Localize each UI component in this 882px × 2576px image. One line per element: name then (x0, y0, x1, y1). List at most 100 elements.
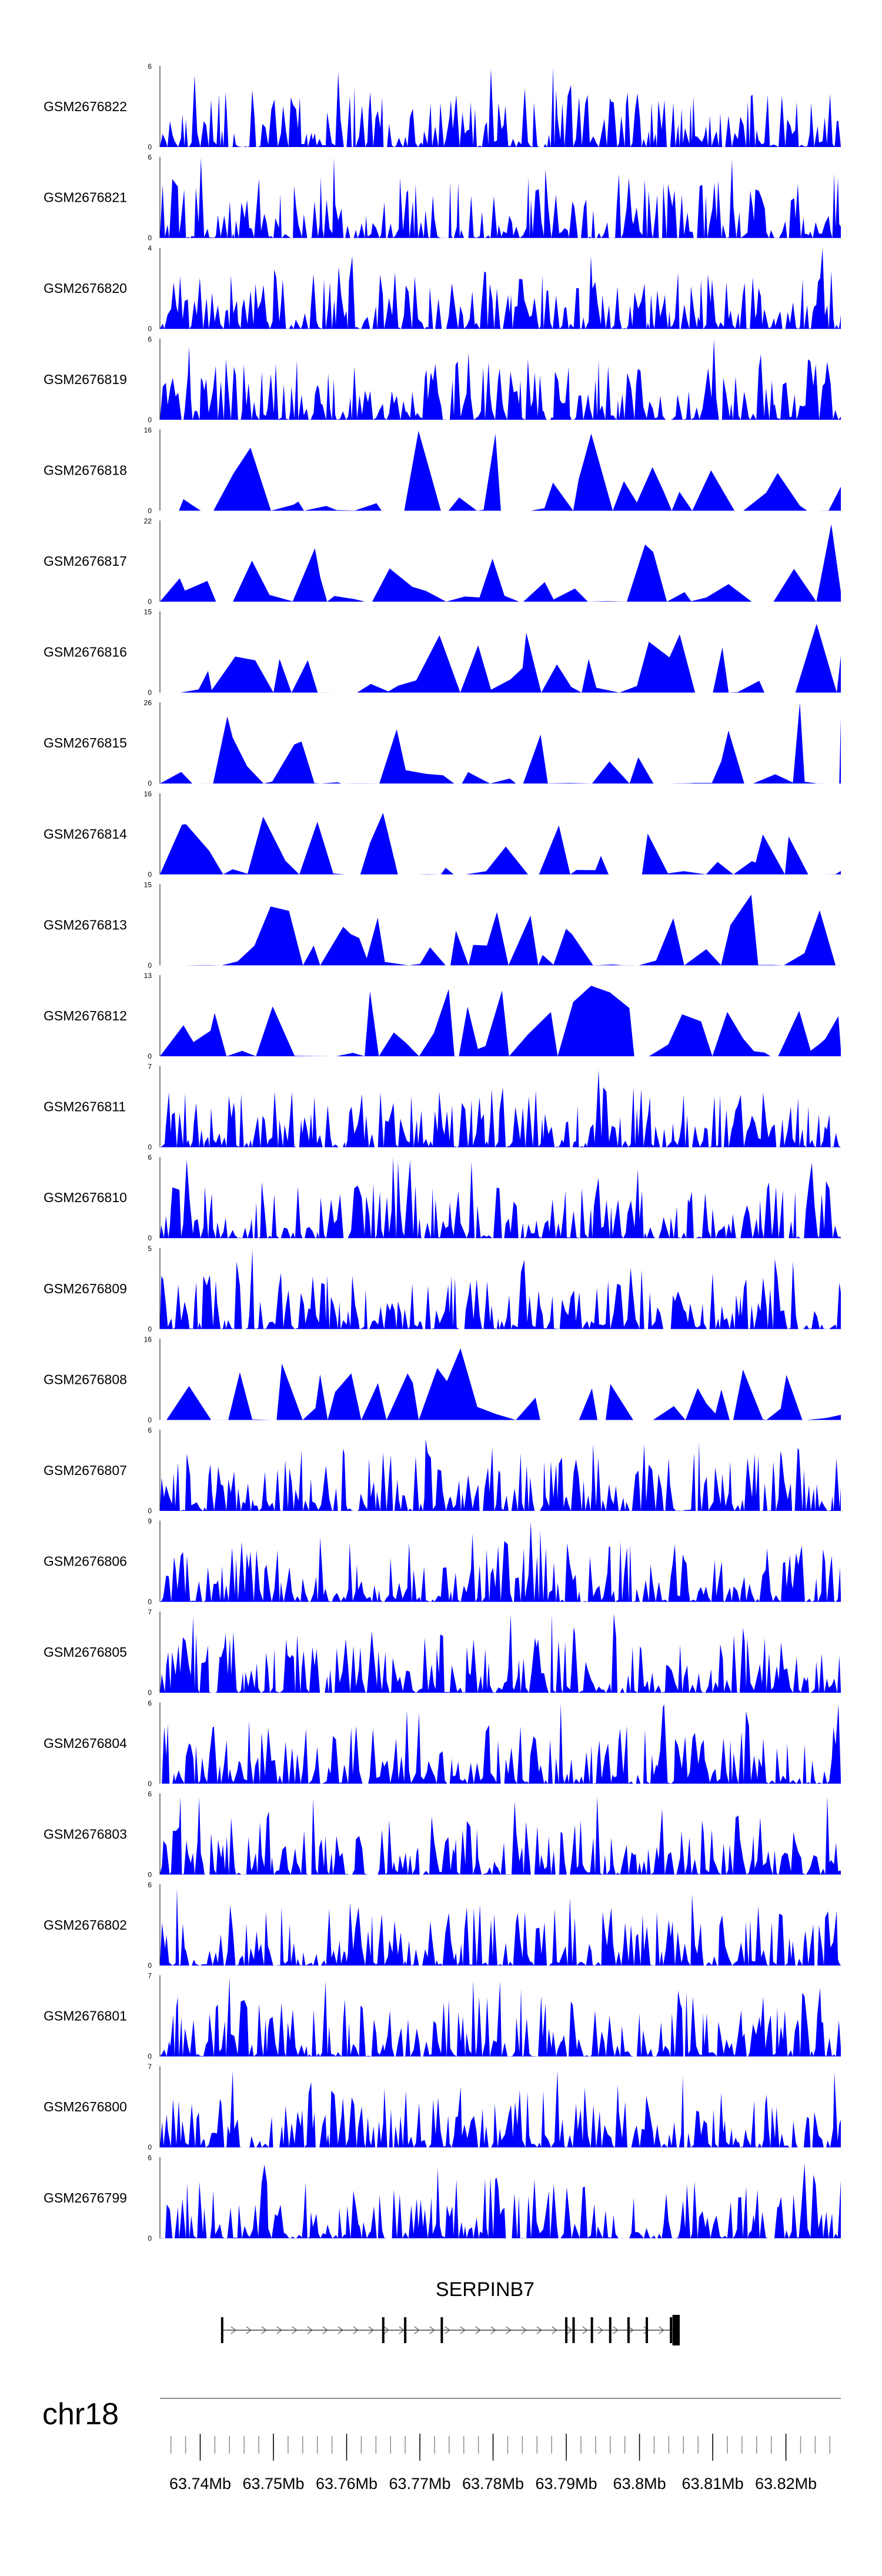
coverage-signal (160, 524, 841, 602)
track-label: GSM2676819 (44, 372, 127, 387)
coverage-signal (160, 623, 841, 693)
track-label: GSM2676799 (44, 2190, 127, 2205)
y-min-label: 0 (148, 506, 152, 515)
coverage-signal (160, 1613, 841, 1693)
track-GSM2676818: GSM2676818 16 0 (44, 426, 841, 515)
track-GSM2676808: GSM2676808 16 0 (44, 1335, 841, 1424)
coverage-signal (160, 1796, 841, 1875)
gene-exon (627, 2317, 630, 2343)
track-GSM2676814: GSM2676814 16 0 (44, 790, 841, 879)
track-GSM2676806: GSM2676806 9 0 (44, 1517, 841, 1606)
strand-arrow (536, 2326, 542, 2334)
y-min-label: 0 (148, 416, 152, 424)
track-label: GSM2676802 (44, 1917, 127, 1933)
strand-arrow (322, 2326, 328, 2334)
y-min-label: 0 (148, 870, 152, 879)
track-GSM2676812: GSM2676812 13 0 (44, 972, 841, 1060)
y-min-label: 0 (148, 961, 152, 969)
y-min-label: 0 (148, 2143, 152, 2151)
y-min-label: 0 (148, 143, 152, 151)
strand-arrow (597, 2326, 603, 2334)
strand-arrow (261, 2326, 267, 2334)
coverage-signal (160, 1703, 841, 1784)
strand-arrow (552, 2326, 557, 2334)
y-max-label: 6 (148, 1153, 152, 1162)
gene-exon (404, 2317, 407, 2343)
y-max-label: 6 (148, 1790, 152, 1798)
strand-arrow (582, 2326, 588, 2334)
strand-arrow (399, 2326, 405, 2334)
track-GSM2676804: GSM2676804 6 0 (44, 1699, 841, 1788)
y-max-label: 4 (148, 244, 152, 252)
y-max-label: 6 (148, 1881, 152, 1889)
gene-name: SERPINB7 (436, 2278, 534, 2301)
y-max-label: 7 (148, 2063, 152, 2071)
strand-arrow (414, 2326, 420, 2334)
y-max-label: 7 (148, 1608, 152, 1616)
strand-arrow (567, 2326, 573, 2334)
coverage-signal (160, 1888, 841, 1966)
y-min-label: 0 (148, 2234, 152, 2243)
track-GSM2676815: GSM2676815 26 0 (44, 699, 841, 788)
track-GSM2676822: GSM2676822 6 0 (44, 62, 841, 151)
track-GSM2676803: GSM2676803 6 0 (44, 1790, 841, 1878)
y-min-label: 0 (148, 1870, 152, 1878)
track-GSM2676819: GSM2676819 6 0 (44, 335, 841, 424)
coverage-signal (160, 2163, 841, 2238)
track-label: GSM2676821 (44, 190, 127, 205)
gene-exon (382, 2317, 385, 2343)
gene-exon (609, 2317, 612, 2343)
coverage-signal (160, 1070, 841, 1147)
strand-arrow (338, 2326, 343, 2334)
track-GSM2676821: GSM2676821 6 0 (44, 154, 841, 242)
y-max-label: 6 (148, 154, 152, 162)
y-min-label: 0 (148, 689, 152, 697)
strand-arrow (368, 2326, 374, 2334)
coverage-signal (160, 1439, 841, 1511)
gene-exon (646, 2317, 649, 2343)
track-GSM2676811: GSM2676811 7 0 (44, 1063, 841, 1152)
track-label: GSM2676814 (44, 826, 127, 842)
y-max-label: 6 (148, 62, 152, 71)
track-GSM2676816: GSM2676816 15 0 (44, 608, 841, 697)
y-min-label: 0 (148, 1325, 152, 1333)
track-label: GSM2676816 (44, 645, 127, 660)
coverage-signal (160, 1249, 841, 1329)
track-label: GSM2676808 (44, 1372, 127, 1387)
track-label: GSM2676801 (44, 2008, 127, 2024)
strand-arrow (628, 2326, 634, 2334)
track-GSM2676805: GSM2676805 7 0 (44, 1608, 841, 1697)
tick-label: 63.78Mb (462, 2475, 524, 2492)
gene-exon (670, 2317, 673, 2343)
strand-arrow (659, 2326, 664, 2334)
strand-arrow (383, 2326, 389, 2334)
coverage-signal (160, 339, 841, 420)
track-label: GSM2676813 (44, 917, 127, 932)
y-min-label: 0 (148, 779, 152, 788)
track-label: GSM2676809 (44, 1281, 127, 1296)
track-label: GSM2676815 (44, 735, 127, 750)
y-max-label: 15 (144, 608, 152, 616)
strand-arrow (643, 2326, 649, 2334)
tick-label: 63.74Mb (169, 2475, 231, 2492)
track-GSM2676810: GSM2676810 6 0 (44, 1153, 841, 1242)
strand-arrow (490, 2326, 496, 2334)
y-min-label: 0 (148, 1507, 152, 1515)
track-label: GSM2676805 (44, 1644, 127, 1660)
strand-arrow (307, 2326, 313, 2334)
y-max-label: 13 (144, 972, 152, 980)
y-min-label: 0 (148, 1052, 152, 1060)
y-max-label: 15 (144, 880, 152, 889)
strand-arrow (429, 2326, 435, 2334)
track-GSM2676817: GSM2676817 22 0 (44, 517, 841, 606)
coverage-signal (160, 986, 841, 1056)
strand-arrow (230, 2326, 236, 2334)
y-max-label: 6 (148, 1426, 152, 1434)
track-label: GSM2676822 (44, 99, 127, 114)
track-GSM2676801: GSM2676801 7 0 (44, 1972, 841, 2061)
y-min-label: 0 (148, 2053, 152, 2061)
track-label: GSM2676800 (44, 2099, 127, 2114)
coverage-signal (160, 431, 841, 511)
strand-arrow (506, 2326, 512, 2334)
tick-label: 63.82Mb (755, 2475, 817, 2492)
